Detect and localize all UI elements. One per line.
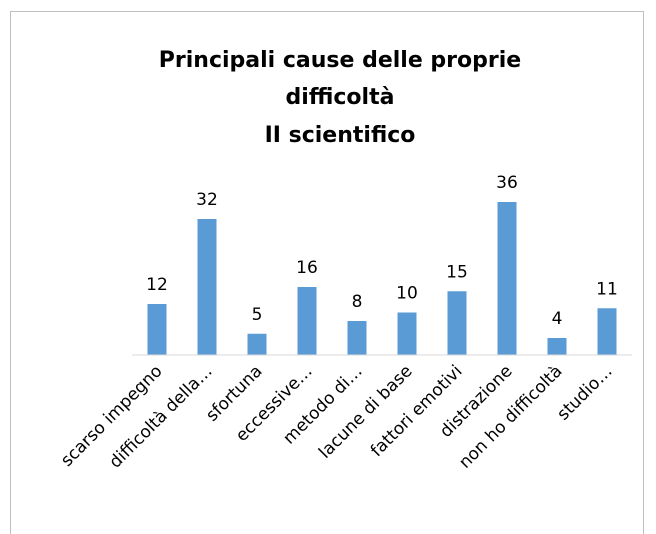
data-label: 8 — [352, 292, 363, 312]
bar — [597, 308, 617, 355]
data-label: 5 — [252, 305, 263, 325]
chart-frame — [10, 11, 644, 534]
bar — [247, 333, 267, 355]
bar — [397, 312, 417, 355]
chart-subtitle: II scientifico — [264, 123, 416, 148]
bar — [297, 287, 317, 355]
bar — [147, 304, 167, 355]
chart-title: Principali cause delle proprie difficolt… — [158, 48, 522, 110]
data-label: 15 — [446, 262, 468, 282]
data-label: 16 — [296, 258, 318, 278]
data-label: 10 — [396, 284, 418, 304]
data-label: 11 — [596, 279, 618, 299]
data-label: 32 — [196, 190, 218, 210]
data-label: 36 — [496, 173, 518, 193]
bar — [447, 291, 467, 355]
data-label: 12 — [146, 275, 168, 295]
bar — [347, 321, 367, 355]
x-tick-label: studio… — [553, 361, 616, 424]
bar — [547, 338, 567, 355]
bar — [497, 202, 517, 355]
bar — [197, 219, 217, 355]
data-label: 4 — [552, 309, 563, 329]
